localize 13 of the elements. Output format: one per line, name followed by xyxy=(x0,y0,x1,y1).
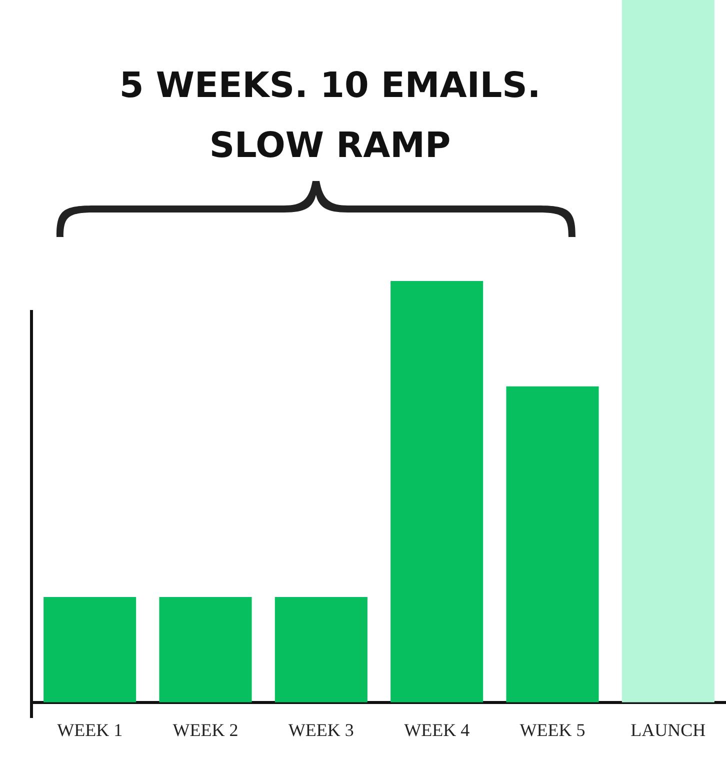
x-tick-label: WEEK 1 xyxy=(57,720,123,740)
x-tick-label: WEEK 3 xyxy=(288,720,354,740)
x-tick-label: WEEK 5 xyxy=(520,720,586,740)
bar xyxy=(274,597,368,702)
bar xyxy=(506,386,599,702)
x-tick-label: WEEK 4 xyxy=(404,720,470,740)
bar xyxy=(159,597,252,702)
x-tick-label: LAUNCH xyxy=(630,720,706,740)
x-tick-label: WEEK 2 xyxy=(172,720,238,740)
bar xyxy=(622,0,714,702)
text: 5 WEEKS. 10 EMAILS. SLOW RAMP xyxy=(118,65,542,168)
bar xyxy=(44,597,136,702)
bar xyxy=(390,280,484,702)
